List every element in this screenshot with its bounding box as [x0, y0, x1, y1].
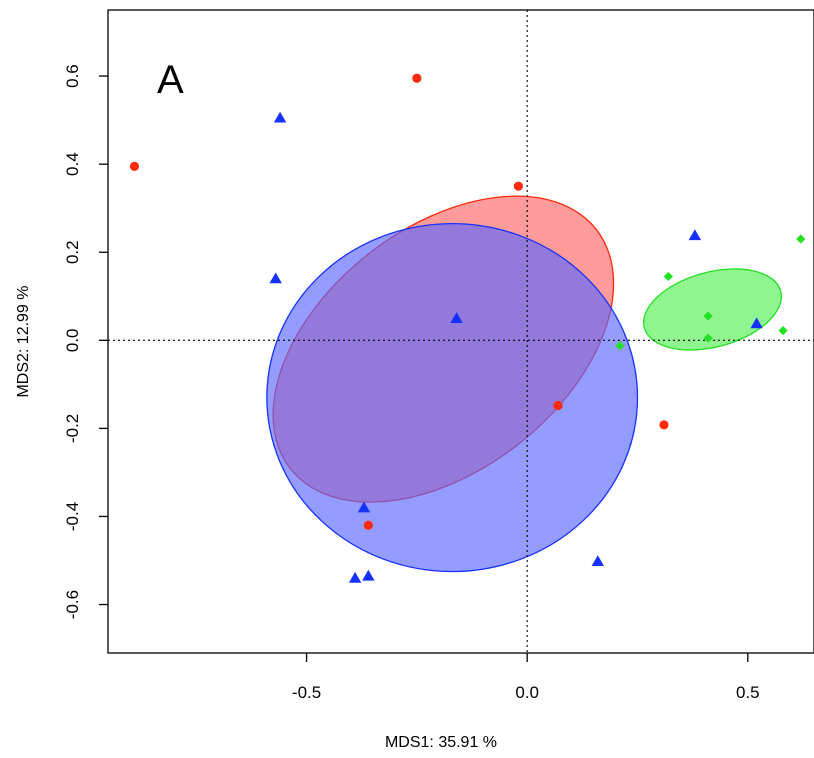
panel-label: A [157, 58, 184, 102]
x-axis-ticks: -0.5 0.0 0.5 [292, 653, 760, 702]
y-tick-label: -0.6 [63, 590, 82, 619]
y-axis-title: MDS2: 12.99 % [15, 285, 32, 397]
point-group-3-diamond [703, 311, 713, 321]
point-group-2-triangle [591, 555, 604, 567]
y-tick-label: -0.2 [63, 414, 82, 443]
ellipse-group-2 [266, 222, 639, 573]
point-group-2-triangle [362, 569, 375, 581]
x-tick-label: 0.5 [736, 683, 760, 702]
y-tick-label: 0.6 [63, 64, 82, 88]
plot-frame [107, 9, 814, 654]
y-tick-label: 0.0 [63, 328, 82, 352]
point-group-3-diamond [778, 326, 788, 336]
point-group-2-triangle [273, 111, 287, 123]
point-group-1-circle [513, 181, 523, 191]
point-group-1-circle [363, 520, 373, 530]
point-group-3-diamond [796, 234, 806, 244]
y-axis-ticks: -0.6 -0.4 -0.2 0.0 0.2 0.4 0.6 [63, 64, 108, 619]
x-tick-label: -0.5 [292, 683, 321, 702]
point-group-3-diamond [615, 340, 625, 351]
point-group-2-triangle [688, 229, 702, 241]
confidence-ellipses [266, 195, 783, 573]
y-tick-label: 0.4 [63, 152, 82, 176]
point-group-2-triangle [750, 317, 763, 329]
point-group-2-triangle [357, 501, 371, 513]
point-group-3-diamond [663, 271, 673, 282]
point-group-2-triangle [450, 312, 463, 323]
ellipse-group-3 [642, 268, 783, 351]
reference-lines [108, 10, 814, 653]
x-tick-label: 0.0 [515, 683, 539, 702]
point-group-1-circle [129, 161, 140, 171]
y-tick-label: 0.2 [63, 240, 82, 264]
point-group-2-triangle [269, 272, 282, 284]
x-axis-title: MDS1: 35.91 % [385, 734, 497, 751]
point-group-1-circle [553, 400, 563, 411]
point-group-3-diamond [703, 333, 713, 343]
y-tick-label: -0.4 [63, 502, 82, 531]
data-points [129, 73, 806, 583]
point-group-1-circle [659, 420, 669, 430]
point-group-1-circle [412, 73, 422, 83]
point-group-2-triangle [348, 571, 362, 583]
